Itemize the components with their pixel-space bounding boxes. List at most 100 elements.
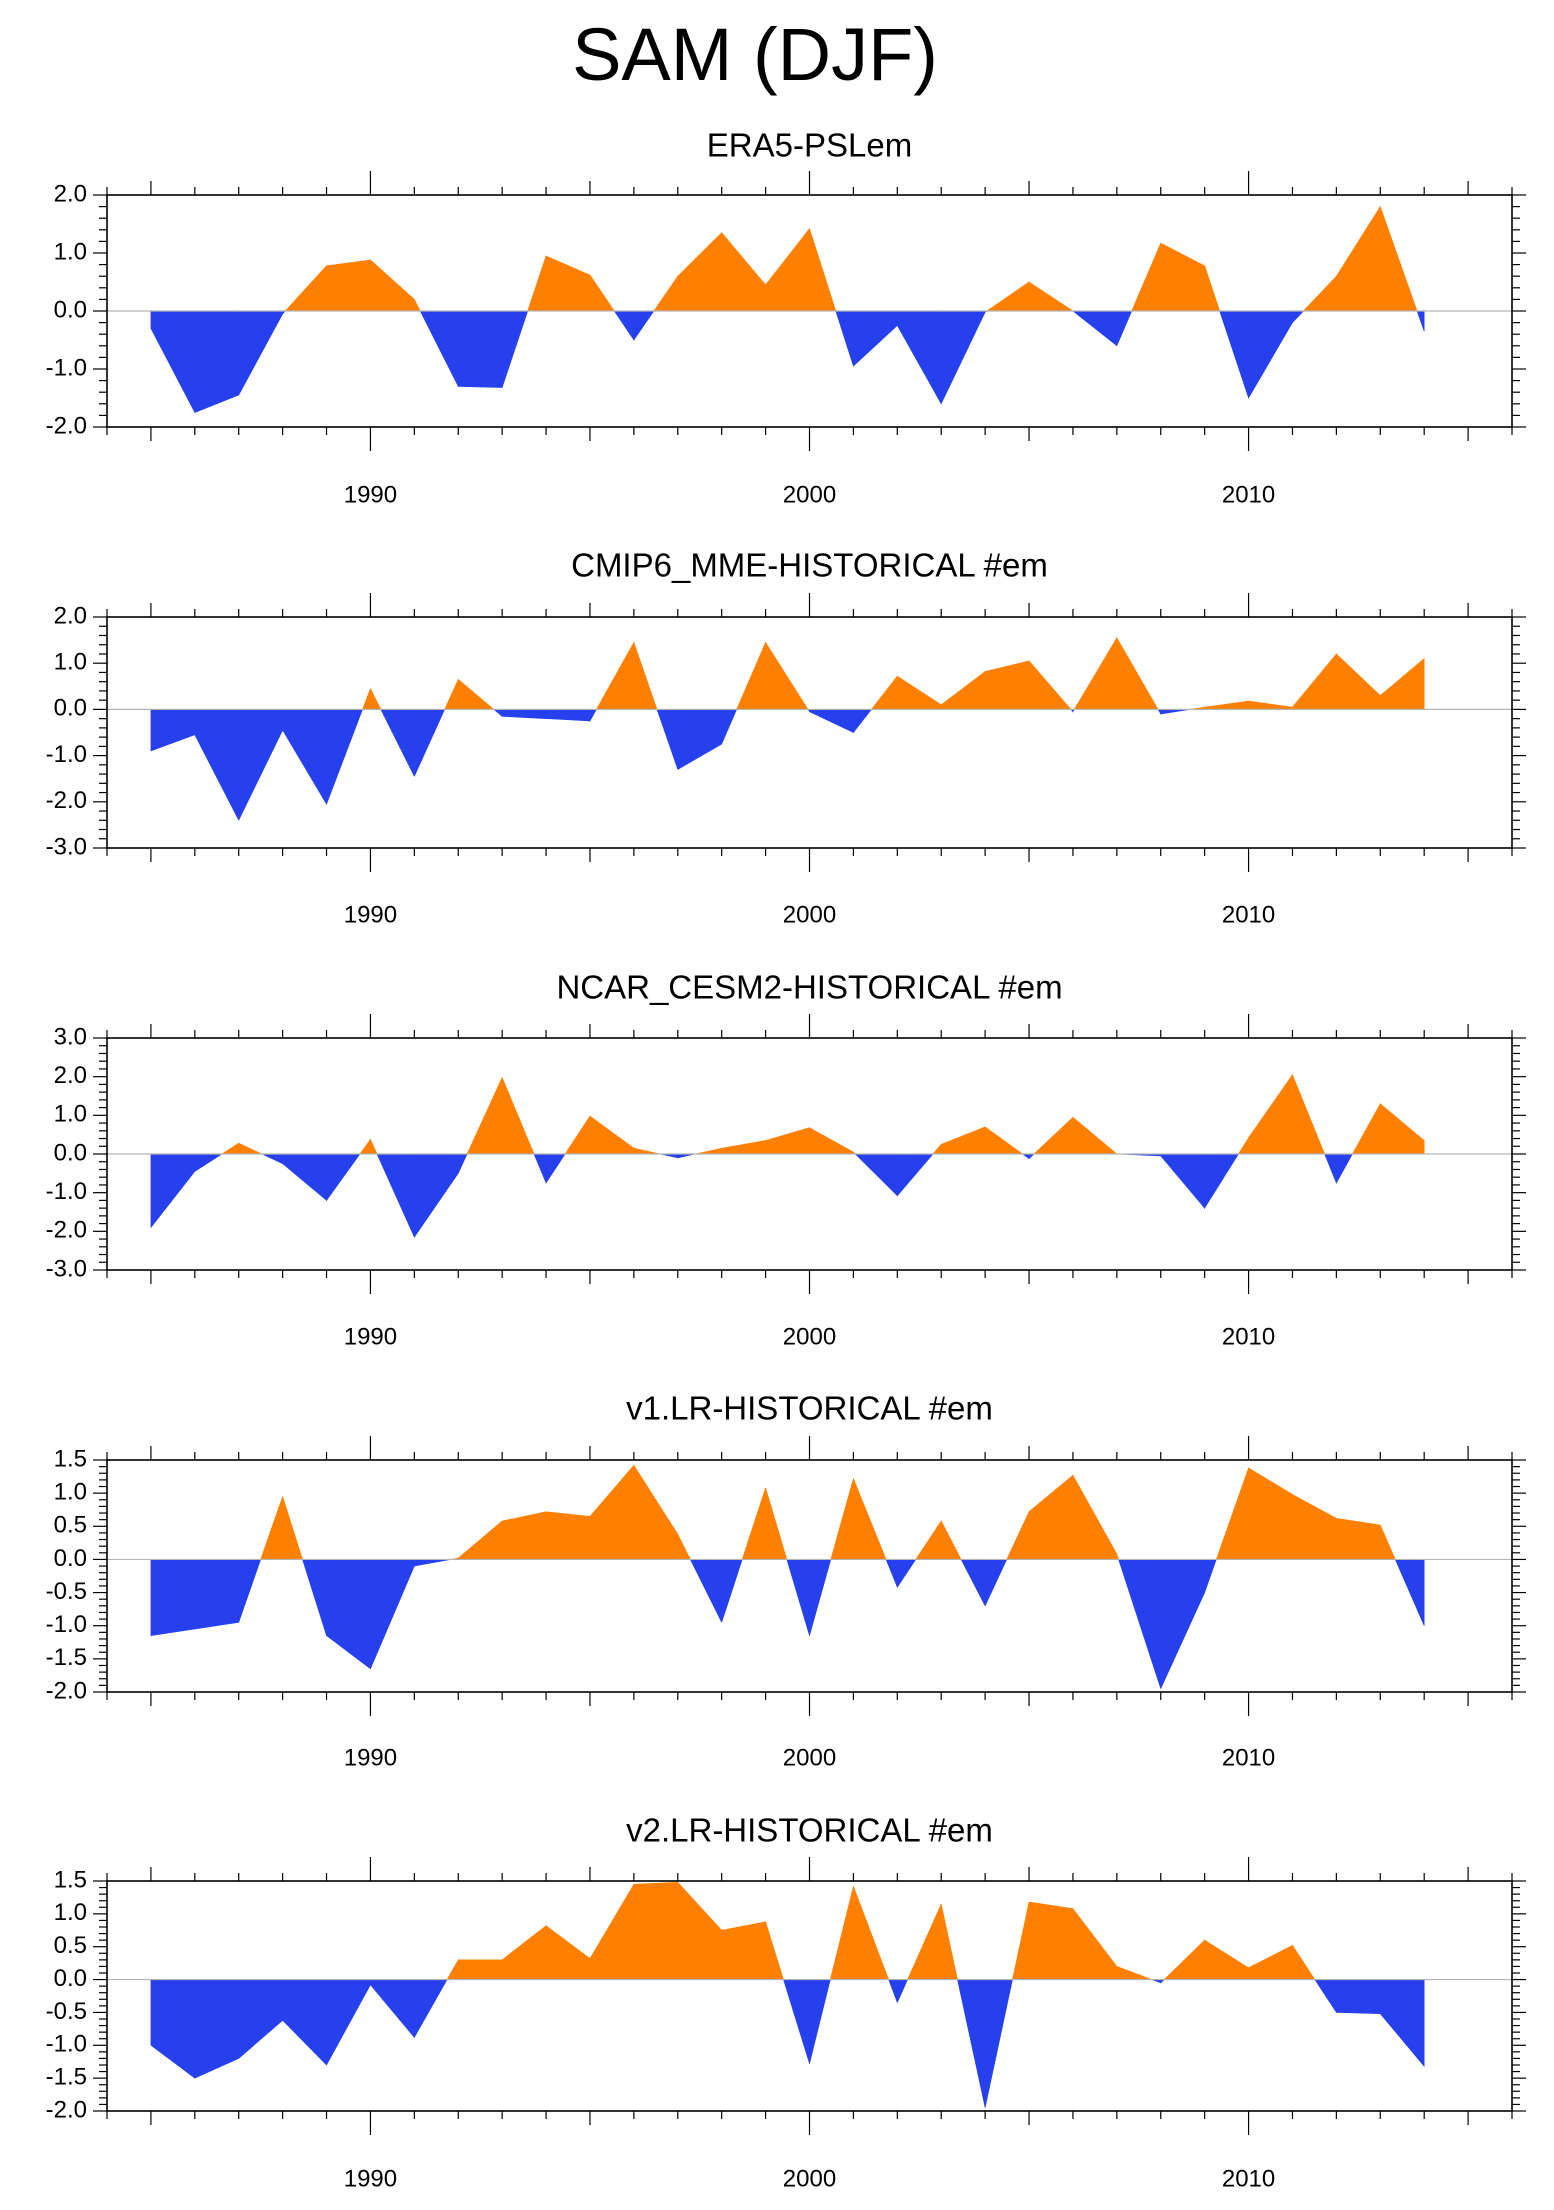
chart-panel-5: v2.LR-HISTORICAL #em -2.0 -1.5 -1.0 -0.5 0.0 0… bbox=[46, 1812, 1526, 2192]
area-positive-segment bbox=[1379, 206, 1418, 312]
area-negative-segment bbox=[414, 1153, 459, 1239]
area-positive-segment bbox=[238, 1142, 263, 1155]
area-negative-segment bbox=[809, 1979, 831, 2064]
area-positive-segment bbox=[260, 1496, 283, 1560]
area-positive-segment bbox=[1248, 1944, 1293, 1980]
panel-title: NCAR_CESM2-HISTORICAL #em bbox=[556, 969, 1062, 1006]
area-positive-segment bbox=[589, 1464, 635, 1560]
area-negative-segment bbox=[150, 1153, 196, 1229]
area-negative-segment bbox=[414, 1979, 448, 2039]
area-positive-segment bbox=[940, 1520, 962, 1560]
ytick-label: 1.0 bbox=[54, 1899, 87, 1926]
area-positive-segment bbox=[326, 259, 371, 312]
area-positive-segment bbox=[765, 1127, 810, 1155]
area-negative-segment bbox=[302, 1559, 327, 1636]
area-negative-segment bbox=[194, 310, 240, 413]
area-positive-segment bbox=[1028, 1474, 1074, 1560]
area-negative-segment bbox=[835, 310, 854, 367]
area-positive-segment bbox=[444, 679, 459, 710]
area-negative-segment bbox=[1204, 1153, 1239, 1210]
area-negative-segment bbox=[1336, 1979, 1381, 2015]
xtick-label: 1990 bbox=[344, 901, 397, 928]
area-negative-segment bbox=[238, 1559, 262, 1623]
area-positive-segment bbox=[1292, 1944, 1316, 1980]
area-positive-segment bbox=[1033, 1116, 1074, 1155]
area-negative-segment bbox=[1416, 310, 1425, 332]
ytick-label: 2.0 bbox=[54, 602, 87, 629]
chart-panel-1: ERA5-PSLem -2.0 -1.0 0.0 1.0 2.0 1990 2000 2010 bbox=[46, 127, 1526, 508]
area-positive-segment bbox=[501, 1077, 535, 1155]
area-positive-segment bbox=[1215, 1467, 1249, 1560]
area-negative-segment bbox=[1394, 1559, 1425, 1626]
area-positive-segment bbox=[897, 675, 942, 710]
area-positive-segment bbox=[1116, 1554, 1119, 1560]
area-negative-segment bbox=[677, 709, 722, 770]
area-positive-segment bbox=[1336, 1517, 1381, 1560]
area-positive-segment bbox=[564, 1115, 591, 1155]
area-negative-segment bbox=[897, 1559, 917, 1589]
area-positive-segment bbox=[677, 1881, 722, 1980]
area-positive-segment bbox=[915, 1519, 942, 1560]
area-negative-segment bbox=[897, 1979, 909, 2003]
area-positive-segment bbox=[1292, 653, 1337, 710]
area-negative-segment bbox=[633, 310, 655, 341]
area-negative-segment bbox=[194, 1153, 223, 1172]
xtick-label: 1990 bbox=[344, 1323, 397, 1350]
area-negative-segment bbox=[194, 1559, 240, 1630]
xtick-label: 2010 bbox=[1222, 901, 1275, 928]
ytick-label: 1.0 bbox=[54, 1478, 87, 1505]
ytick-label: 1.0 bbox=[54, 1101, 87, 1128]
ytick-label: -0.5 bbox=[46, 1998, 87, 2025]
area-negative-segment bbox=[545, 1153, 566, 1185]
area-positive-segment bbox=[633, 1881, 679, 1980]
ytick-label: 0.0 bbox=[54, 1139, 87, 1166]
area-negative-segment bbox=[888, 1979, 898, 2003]
area-positive-segment bbox=[589, 1115, 635, 1155]
area-positive-segment bbox=[1292, 1493, 1337, 1560]
area-positive-segment bbox=[765, 641, 809, 710]
ytick-label: -1.5 bbox=[46, 2063, 87, 2090]
area-negative-segment bbox=[940, 310, 986, 404]
area-negative-segment bbox=[326, 1559, 371, 1670]
area-positive-segment bbox=[829, 1886, 854, 1980]
area-positive-segment bbox=[1379, 1103, 1425, 1155]
area-negative-segment bbox=[721, 1559, 743, 1623]
area-positive-segment bbox=[1248, 1073, 1293, 1155]
ytick-label: -2.0 bbox=[46, 1217, 87, 1244]
area-positive-segment bbox=[1116, 636, 1159, 710]
area-positive-segment bbox=[1028, 660, 1072, 710]
area-positive-segment bbox=[1292, 1074, 1326, 1155]
area-positive-segment bbox=[1302, 275, 1337, 312]
ytick-label: -3.0 bbox=[46, 1255, 87, 1282]
area-negative-segment bbox=[589, 709, 597, 723]
area-negative-segment bbox=[1204, 1559, 1217, 1593]
area-positive-segment bbox=[527, 255, 547, 312]
ytick-label: 1.5 bbox=[54, 1445, 87, 1472]
ytick-label: 0.0 bbox=[54, 1545, 87, 1572]
area-negative-segment bbox=[533, 1153, 547, 1184]
ytick-label: 1.5 bbox=[54, 1866, 87, 1893]
ytick-label: -0.5 bbox=[46, 1578, 87, 1605]
area-positive-segment bbox=[870, 675, 898, 710]
area-positive-segment bbox=[370, 688, 382, 710]
area-positive-segment bbox=[830, 1478, 854, 1560]
ytick-label: -2.0 bbox=[46, 2096, 87, 2123]
area-positive-segment bbox=[545, 255, 591, 312]
ytick-label: -1.0 bbox=[46, 354, 87, 381]
area-positive-segment bbox=[677, 231, 722, 312]
area-negative-segment bbox=[282, 1979, 327, 2066]
area-positive-segment bbox=[653, 275, 679, 312]
area-positive-segment bbox=[765, 227, 810, 312]
area-positive-segment bbox=[414, 299, 421, 312]
panel-title: ERA5-PSLem bbox=[707, 127, 912, 164]
area-positive-segment bbox=[741, 1487, 766, 1560]
area-positive-segment bbox=[595, 641, 635, 710]
area-negative-segment bbox=[957, 1979, 986, 2108]
area-positive-segment bbox=[1012, 1901, 1030, 1980]
area-positive-segment bbox=[985, 281, 1030, 312]
area-negative-segment bbox=[1248, 310, 1293, 400]
xtick-label: 1990 bbox=[344, 2165, 397, 2192]
area-positive-segment bbox=[446, 1958, 459, 1980]
xtick-label: 2010 bbox=[1222, 1323, 1275, 1350]
